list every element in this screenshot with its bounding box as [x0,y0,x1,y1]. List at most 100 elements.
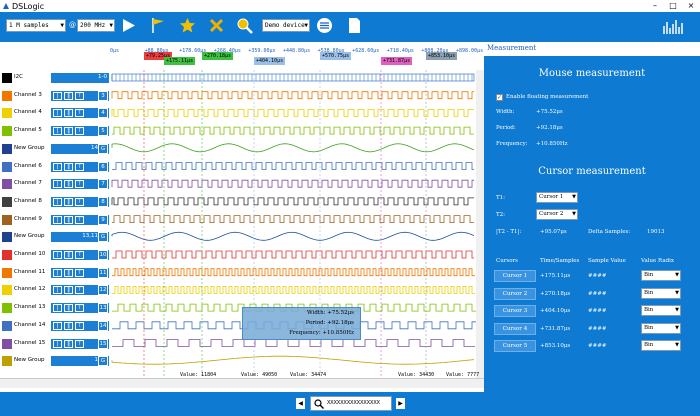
channel-name[interactable]: New Group [14,144,45,151]
t2-select[interactable]: Cursor 2 ▼ [536,209,578,220]
search-box[interactable]: XXXXXXXXXXXXXXXX [310,396,392,411]
cursor-marker[interactable]: +853.10μs [426,52,458,60]
cursor-radix-select[interactable]: Bin ▼ [641,322,681,334]
search-prev-button[interactable]: ◀ [296,398,305,409]
search-next-button[interactable]: ▶ [396,398,405,409]
channel-name[interactable]: New Group [14,233,45,240]
channel-row[interactable]: Channel 12 ∣∥⊤ 1212 [0,281,484,298]
channel-color-swatch[interactable] [2,285,12,296]
channel-row[interactable]: Channel 5∣∥⊤55 [0,122,484,139]
cursor-button[interactable]: Cursor 2 [494,287,536,300]
minimize-button[interactable]: – [653,1,657,10]
trigger-edge-icon[interactable]: ⊤ [75,197,84,206]
search-icon[interactable] [236,17,253,34]
enable-floating-checkbox[interactable]: ✓ [496,94,503,101]
t1-select[interactable]: Cursor 1 ▼ [536,192,578,203]
channel-name[interactable]: Channel 12 [14,286,46,293]
cursor-button[interactable]: Cursor 5 [494,340,536,352]
cursor-button[interactable]: Cursor 3 [494,305,536,317]
channel-name[interactable]: Channel 3 [14,91,42,98]
channel-name[interactable]: I2C [14,74,23,80]
channel-name[interactable]: Channel 7 [14,180,42,187]
close-button[interactable]: × [687,1,695,10]
channel-color-swatch[interactable] [2,214,12,225]
channel-color-swatch[interactable] [2,73,12,83]
channel-color-swatch[interactable] [2,126,12,137]
channel-row[interactable]: Channel 11∣∥⊤1111 [0,264,484,281]
channel-color-swatch[interactable] [2,161,12,172]
star-icon[interactable] [179,17,196,34]
trigger-edge-icon[interactable]: ∥ [64,215,73,224]
trigger-edge-icon[interactable]: ∣ [53,180,62,189]
channel-color-swatch[interactable] [2,108,12,119]
horizontal-scrollbar[interactable] [0,378,484,388]
channel-color-swatch[interactable] [2,179,12,190]
channel-color-swatch[interactable] [2,250,12,260]
channel-color-swatch[interactable] [2,356,12,367]
trigger-edge-icon[interactable]: ∥ [64,321,73,330]
channel-row[interactable]: Channel 4∣∥⊤44 [0,104,484,121]
cursor-marker[interactable]: +175.11μs [164,57,196,65]
channel-color-swatch[interactable] [2,338,12,349]
trigger-flag-icon[interactable] [150,17,167,34]
trigger-edge-icon[interactable]: ∥ [64,109,73,118]
channel-name[interactable]: New Group [14,357,45,364]
channel-color-swatch[interactable] [2,267,12,278]
channel-row[interactable]: Channel 13∣∥⊤1313 [0,299,484,316]
channel-name[interactable]: Channel 5 [14,127,42,134]
vertical-scrollbar[interactable] [476,70,484,378]
channel-name[interactable]: Channel 10 [14,251,46,257]
channel-row[interactable]: Channel 10∣∥⊤1010 [0,246,484,263]
channel-row[interactable]: New Group 13,11-10 G [0,228,484,245]
channel-row[interactable]: New Group14-11G [0,140,484,157]
sample-count-select[interactable]: 1 M samples ▼ [6,19,66,32]
trigger-edge-icon[interactable]: ∥ [64,197,73,206]
channel-name[interactable]: Channel 13 [14,304,46,311]
channel-row[interactable]: New Group15-0G [0,352,484,369]
channel-color-swatch[interactable] [2,90,12,101]
file-icon[interactable] [346,17,363,34]
channel-row[interactable]: Channel 6∣∥⊤66 [0,158,484,175]
channel-row[interactable]: Channel 9∣∥⊤99 [0,211,484,228]
cursor-marker[interactable]: +404.10μs [254,57,286,65]
trigger-edge-icon[interactable]: ⊤ [75,162,84,171]
trigger-edge-icon[interactable]: ∣ [53,197,62,206]
trigger-edge-icon[interactable]: ∥ [64,304,73,313]
sample-rate-select[interactable]: 200 MHz ▼ [77,19,115,32]
channel-color-swatch[interactable] [2,143,12,154]
channel-row[interactable]: Channel 8∣∥⊤88 [0,193,484,210]
cursor-radix-select[interactable]: Bin ▼ [641,340,681,351]
channel-row[interactable]: I2C 1-0 [0,69,484,86]
trigger-edge-icon[interactable]: ⊤ [75,321,84,330]
time-ruler[interactable]: 0μs +88.80μs +178.60μs +268.40μs +359.00μs +4… [108,42,484,70]
trigger-edge-icon[interactable]: ∣ [53,215,62,224]
channel-row[interactable]: Channel 15∣∥⊤1515 [0,335,484,352]
trigger-edge-icon[interactable]: ∣ [53,127,62,136]
trigger-edge-icon[interactable]: ∣ [53,109,62,118]
trigger-edge-icon[interactable]: ∣ [53,268,62,277]
trigger-edge-icon[interactable]: ∥ [64,127,73,136]
cursor-button[interactable]: Cursor 4 [494,322,536,335]
cursor-marker[interactable]: +79.25μs [144,52,173,60]
cursor-radix-select[interactable]: Bin ▼ [641,287,681,299]
trigger-edge-icon[interactable]: ∥ [64,180,73,189]
cursor-button[interactable]: Cursor 1 [494,270,536,282]
channel-name[interactable]: Channel 4 [14,109,42,116]
trigger-edge-icon[interactable]: ∣ [53,339,62,348]
cursor-marker[interactable]: +731.87μs [381,57,413,65]
trigger-edge-icon[interactable]: ∣ [53,321,62,330]
device-select[interactable]: Demo device ▼ [262,19,310,32]
channel-name[interactable]: Channel 8 [14,197,42,204]
cursor-marker[interactable]: +570.75μs [320,52,352,60]
maximize-button[interactable]: □ [669,1,677,10]
channel-color-swatch[interactable] [2,196,12,207]
trigger-edge-icon[interactable]: ⊤ [75,109,84,118]
trigger-edge-icon[interactable]: ∥ [64,286,73,295]
trigger-edge-icon[interactable]: ⊤ [75,180,84,189]
trigger-edge-icon[interactable]: ∥ [64,251,73,259]
trigger-edge-icon[interactable]: ∣ [53,286,62,295]
trigger-edge-icon[interactable]: ∥ [64,162,73,171]
cursor-radix-select[interactable]: Bin ▼ [641,270,681,281]
trigger-edge-icon[interactable]: ∣ [53,304,62,313]
channel-color-swatch[interactable] [2,303,12,314]
